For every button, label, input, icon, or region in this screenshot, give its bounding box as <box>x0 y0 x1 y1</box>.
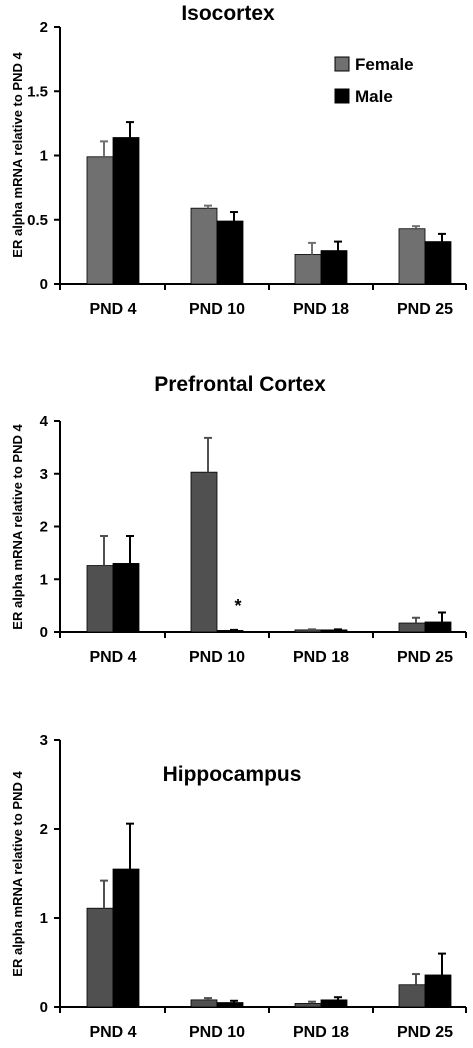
y-tick-label: 0 <box>40 276 48 293</box>
bar-female <box>294 1003 322 1008</box>
y-tick-label: 0.5 <box>27 212 48 229</box>
legend-label-male: Male <box>355 87 393 106</box>
bar-male <box>320 250 348 285</box>
bar-female <box>294 254 322 285</box>
significance-marker: * <box>234 596 241 616</box>
y-tick-label: 1 <box>40 571 48 588</box>
legend-swatch-female <box>334 56 350 72</box>
y-axis-label: ER alpha mRNA relative to PND 4 <box>10 52 25 258</box>
x-tick-label: PND 18 <box>293 301 349 318</box>
x-tick-label: PND 10 <box>189 649 245 666</box>
chart-title: Prefrontal Cortex <box>154 373 326 396</box>
x-tick-label: PND 10 <box>189 1024 245 1041</box>
bar-female <box>398 984 426 1008</box>
bar-male <box>112 563 140 633</box>
x-tick-label: PND 25 <box>397 649 453 666</box>
y-tick-label: 0 <box>40 624 48 641</box>
x-tick-label: PND 25 <box>397 1024 453 1041</box>
bar-female <box>398 622 426 633</box>
bar-male <box>112 868 140 1008</box>
bar-male <box>112 137 140 285</box>
bar-female <box>86 156 114 285</box>
y-tick-label: 2 <box>40 519 48 536</box>
chart-2: Hippocampus ER alpha mRNA relative to PND… <box>10 732 467 1041</box>
x-tick-label: PND 4 <box>89 301 136 318</box>
bar-male <box>424 241 452 285</box>
y-tick-label: 4 <box>40 413 49 430</box>
y-tick-label: 1 <box>40 910 48 927</box>
bar-male <box>320 999 348 1008</box>
y-tick-label: 3 <box>40 466 48 483</box>
bar-male <box>216 1002 244 1008</box>
x-tick-label: PND 10 <box>189 301 245 318</box>
chart-title: Isocortex <box>181 2 275 25</box>
legend-label-female: Female <box>355 55 414 74</box>
legend: Female Male <box>334 55 414 106</box>
bar-female <box>190 999 218 1008</box>
chart-1: Prefrontal Cortex ER alpha mRNA relative … <box>10 373 467 666</box>
y-axis-label: ER alpha mRNA relative to PND 4 <box>10 424 25 630</box>
x-tick-label: PND 25 <box>397 301 453 318</box>
y-tick-label: 3 <box>40 732 48 749</box>
y-tick-label: 2 <box>40 19 48 36</box>
y-tick-label: 1.5 <box>27 83 48 100</box>
bar-female <box>190 207 218 285</box>
bar-female <box>190 471 218 633</box>
y-tick-label: 1 <box>40 148 48 165</box>
x-tick-label: PND 18 <box>293 649 349 666</box>
chart-0: Isocortex ER alpha mRNA relative to PND 4… <box>10 2 467 318</box>
bar-female <box>86 565 114 633</box>
legend-swatch-male <box>334 88 350 104</box>
bar-female <box>86 907 114 1008</box>
x-tick-label: PND 4 <box>89 649 136 666</box>
bar-male <box>424 974 452 1008</box>
x-tick-label: PND 18 <box>293 1024 349 1041</box>
y-tick-label: 2 <box>40 821 48 838</box>
y-tick-label: 0 <box>40 999 48 1016</box>
bar-male <box>216 220 244 285</box>
bar-female <box>398 228 426 285</box>
y-axis-label: ER alpha mRNA relative to PND 4 <box>10 771 25 977</box>
chart-title: Hippocampus <box>163 763 302 786</box>
x-tick-label: PND 4 <box>89 1024 136 1041</box>
bar-male <box>424 621 452 633</box>
